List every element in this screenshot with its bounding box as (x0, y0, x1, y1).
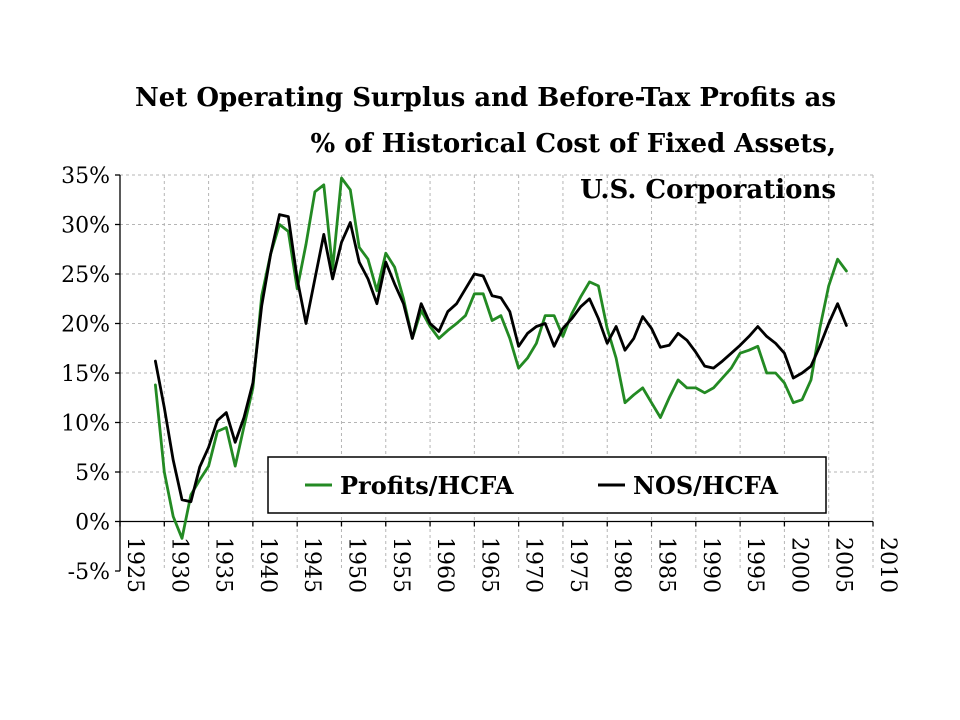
x-tick-label: 2010 (875, 537, 900, 593)
x-tick-label: 1985 (654, 537, 679, 593)
x-tick-label: 1970 (521, 537, 546, 593)
x-tick-label: 2000 (786, 537, 811, 593)
legend-label-nos: NOS/HCFA (633, 471, 778, 500)
x-tick-label: 1955 (388, 537, 413, 593)
title-line-1: Net Operating Surplus and Before-Tax Pro… (135, 83, 836, 113)
chart-title: Net Operating Surplus and Before-Tax Pro… (135, 83, 836, 205)
legend: Profits/HCFA NOS/HCFA (267, 456, 827, 514)
series-line-nos-hcfa (153, 213, 848, 504)
x-tick-label: 1925 (122, 537, 147, 593)
y-tick-label: 5% (75, 461, 110, 486)
legend-box (267, 456, 827, 514)
x-tick-label: 1965 (476, 537, 501, 593)
x-tick-label: 1930 (166, 537, 191, 593)
x-tick-label: 1950 (343, 537, 368, 593)
series-lines (153, 176, 848, 540)
title-line-3: U.S. Corporations (580, 175, 836, 205)
title-line-2: % of Historical Cost of Fixed Assets, (310, 129, 836, 159)
legend-label-profits: Profits/HCFA (340, 471, 514, 500)
x-tick-label: 1945 (299, 537, 324, 593)
axes: -5% 0% 5% 10% 15% 20% 25% 30% 35% 1925 1930 1935 194… (61, 164, 900, 593)
y-tick-label: 30% (61, 214, 110, 239)
x-tick-label: 1990 (698, 537, 723, 593)
x-tick-label: 1960 (432, 537, 457, 593)
x-tick-label: 1935 (211, 537, 236, 593)
y-tick-label: -5% (68, 560, 110, 585)
y-tick-label: 35% (61, 164, 110, 189)
x-tick-label: 1940 (255, 537, 280, 593)
y-tick-label: 20% (61, 313, 110, 338)
x-tick-label: 1975 (565, 537, 590, 593)
y-tick-label: 10% (61, 412, 110, 437)
y-tick-label: 0% (75, 511, 110, 536)
y-tick-label: 15% (61, 362, 110, 387)
y-tick-label: 25% (61, 263, 110, 288)
x-tick-label: 2005 (831, 537, 856, 593)
x-tick-label: 1980 (609, 537, 634, 593)
x-tick-label: 1995 (742, 537, 767, 593)
